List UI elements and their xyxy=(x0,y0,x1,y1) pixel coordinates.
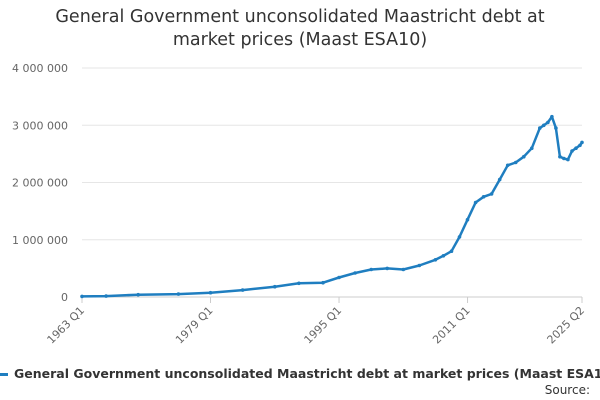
chart-title-line-1: General Government unconsolidated Maastr… xyxy=(55,7,545,27)
data-point xyxy=(538,126,542,130)
chart-title-line-2: market prices (Maast ESA10) xyxy=(172,30,428,50)
data-point xyxy=(570,149,574,153)
data-point xyxy=(542,123,546,128)
data-point xyxy=(473,200,478,205)
x-tick-label: 1979 Q1 xyxy=(173,304,216,347)
x-tick-label: 1963 Q1 xyxy=(45,304,88,347)
data-point xyxy=(481,195,486,199)
data-point xyxy=(505,163,510,168)
data-point xyxy=(401,267,406,272)
data-point xyxy=(417,263,422,268)
data-point xyxy=(497,177,502,182)
data-point xyxy=(433,258,438,262)
data-point xyxy=(240,288,245,292)
x-tick-label: 2025 Q2 xyxy=(545,304,588,347)
data-point xyxy=(297,281,301,286)
data-point xyxy=(176,292,181,296)
chart-title: General Government unconsolidated Maastr… xyxy=(0,6,600,52)
y-tick-label: 0 xyxy=(61,291,68,304)
x-tick-label: 1995 Q1 xyxy=(302,304,345,347)
data-point xyxy=(546,120,550,125)
data-point xyxy=(513,160,518,165)
data-point xyxy=(273,284,277,289)
x-tick-label: 2011 Q1 xyxy=(430,304,473,347)
y-axis-ticks: 0 1 000 000 2 000 000 3 000 000 4 000 000 xyxy=(12,62,68,304)
data-point xyxy=(385,266,390,271)
data-point xyxy=(449,249,454,253)
data-point xyxy=(80,294,84,299)
data-point xyxy=(321,280,325,285)
legend-series-name: General Government unconsolidated Maastr… xyxy=(14,366,600,381)
data-point xyxy=(465,217,470,222)
data-point xyxy=(554,126,558,130)
data-point xyxy=(353,271,357,275)
data-point xyxy=(441,254,446,258)
data-point xyxy=(522,154,526,159)
data-point xyxy=(574,146,578,150)
data-point xyxy=(369,267,374,272)
y-tick-label: 4 000 000 xyxy=(12,62,68,75)
data-point xyxy=(562,156,566,161)
y-tick-label: 1 000 000 xyxy=(12,234,68,247)
data-point xyxy=(489,192,494,196)
data-point xyxy=(337,275,341,280)
y-tick-label: 2 000 000 xyxy=(12,177,68,190)
data-point xyxy=(578,143,582,148)
x-axis: 1963 Q1 1979 Q1 1995 Q1 2011 Q1 2025 Q2 xyxy=(45,296,588,347)
data-point xyxy=(457,235,462,239)
data-point xyxy=(530,146,534,150)
legend[interactable]: General Government unconsolidated Maastr… xyxy=(0,366,600,381)
series-line xyxy=(81,115,584,298)
data-point xyxy=(558,154,562,159)
data-point xyxy=(136,292,140,297)
data-point xyxy=(566,157,570,162)
y-tick-label: 3 000 000 xyxy=(12,119,68,132)
data-point xyxy=(208,290,213,295)
data-point xyxy=(550,114,554,119)
data-point xyxy=(580,140,584,145)
legend-line-marker xyxy=(0,373,8,376)
data-point xyxy=(104,294,108,298)
grid-lines xyxy=(82,67,582,241)
series-group xyxy=(80,114,584,299)
source-label[interactable]: Source: xyxy=(544,383,590,397)
